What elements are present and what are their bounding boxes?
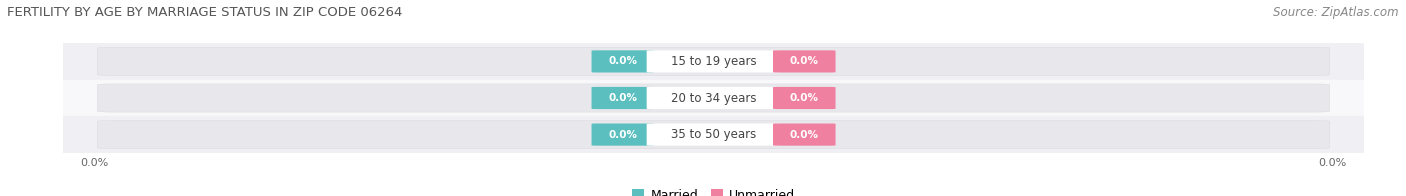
Text: 20 to 34 years: 20 to 34 years [671,92,756,104]
Text: 0.0%: 0.0% [790,93,818,103]
Text: 0.0%: 0.0% [790,130,818,140]
Legend: Married, Unmarried: Married, Unmarried [627,184,800,196]
FancyBboxPatch shape [773,87,835,109]
Text: 0.0%: 0.0% [609,130,637,140]
FancyBboxPatch shape [592,87,654,109]
FancyBboxPatch shape [773,123,835,146]
Text: 0.0%: 0.0% [609,56,637,66]
FancyBboxPatch shape [97,121,1330,149]
Text: Source: ZipAtlas.com: Source: ZipAtlas.com [1274,6,1399,19]
FancyBboxPatch shape [773,50,835,73]
FancyBboxPatch shape [647,50,780,73]
Text: FERTILITY BY AGE BY MARRIAGE STATUS IN ZIP CODE 06264: FERTILITY BY AGE BY MARRIAGE STATUS IN Z… [7,6,402,19]
FancyBboxPatch shape [647,87,780,109]
FancyBboxPatch shape [97,47,1330,75]
FancyBboxPatch shape [592,123,654,146]
Bar [63,116,1364,153]
Text: 0.0%: 0.0% [790,56,818,66]
Bar [63,43,1364,80]
FancyBboxPatch shape [647,123,780,146]
Text: 0.0%: 0.0% [609,93,637,103]
Bar [63,80,1364,116]
Text: 35 to 50 years: 35 to 50 years [671,128,756,141]
FancyBboxPatch shape [592,50,654,73]
Text: 15 to 19 years: 15 to 19 years [671,55,756,68]
FancyBboxPatch shape [97,84,1330,112]
